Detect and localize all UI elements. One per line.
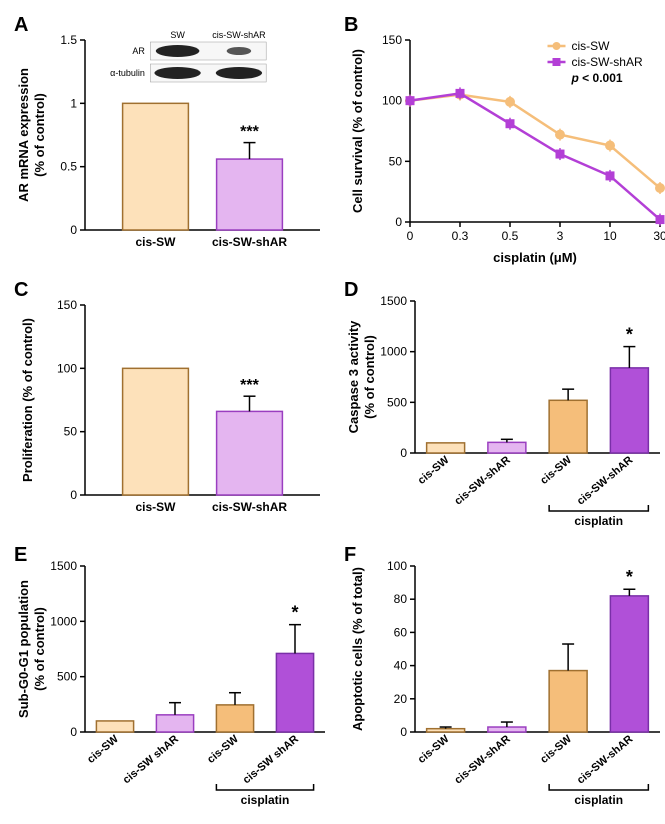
svg-text:cis-SW: cis-SW <box>85 733 121 766</box>
svg-text:1000: 1000 <box>380 345 407 359</box>
svg-text:cis-SW-shAR: cis-SW-shAR <box>452 733 512 786</box>
panel-f: F 0 20 40 60 80 100 Apoptotic cells (% of tota… <box>340 540 665 814</box>
svg-text:100: 100 <box>382 94 402 108</box>
svg-text:0: 0 <box>407 229 414 243</box>
svg-text:50: 50 <box>64 425 78 439</box>
svg-text:(% of control): (% of control) <box>32 607 47 691</box>
panel-b-label: B <box>344 14 358 37</box>
svg-text:Apoptotic cells (% of total): Apoptotic cells (% of total) <box>350 567 365 731</box>
svg-text:Caspase 3 activity: Caspase 3 activity <box>346 320 361 434</box>
svg-text:cis-SW shAR: cis-SW shAR <box>121 733 181 786</box>
panel-a: A 0 0.5 1 1.5 AR mRNA expression(% of contro… <box>10 10 340 270</box>
svg-text:cis-SW: cis-SW <box>538 454 574 487</box>
svg-text:cis-SW: cis-SW <box>538 733 574 766</box>
svg-text:1500: 1500 <box>380 294 407 308</box>
svg-text:0: 0 <box>395 215 402 229</box>
svg-text:0.5: 0.5 <box>502 229 519 243</box>
panel-c: C 0 50 100 150 Proliferation (% of control) c… <box>10 275 340 535</box>
panel-c-chart: 0 50 100 150 Proliferation (% of control) cis… <box>10 275 340 535</box>
svg-text:α-tubulin: α-tubulin <box>110 68 145 78</box>
svg-text:*: * <box>291 603 298 623</box>
panel-d-label: D <box>344 279 358 302</box>
svg-text:*: * <box>626 325 633 345</box>
svg-text:1500: 1500 <box>50 559 77 573</box>
svg-text:***: *** <box>240 377 259 394</box>
svg-text:cis-SW: cis-SW <box>135 235 176 249</box>
svg-text:cis-SW: cis-SW <box>205 733 241 766</box>
svg-text:0: 0 <box>400 446 407 460</box>
svg-text:AR: AR <box>132 46 145 56</box>
svg-text:40: 40 <box>394 659 408 673</box>
svg-text:60: 60 <box>394 625 408 639</box>
svg-text:0: 0 <box>70 725 77 739</box>
svg-text:3: 3 <box>557 229 564 243</box>
svg-text:cis-SW-shAR: cis-SW-shAR <box>212 235 287 249</box>
svg-text:Proliferation (% of control): Proliferation (% of control) <box>20 318 35 482</box>
panel-f-label: F <box>344 544 356 567</box>
panel-b: B 0 50 100 150 0 0.3 0.5 3 10 30 cisplatin (μM) Cel… <box>340 10 665 270</box>
svg-text:p < 0.001: p < 0.001 <box>571 71 623 85</box>
svg-text:0.5: 0.5 <box>60 160 77 174</box>
svg-text:cisplatin: cisplatin <box>574 793 623 807</box>
panel-e-chart: 0 500 1000 1500 Sub-G0-G1 population(% of co… <box>10 540 340 814</box>
svg-text:cis-SW shAR: cis-SW shAR <box>241 733 301 786</box>
svg-text:cis-SW-shAR: cis-SW-shAR <box>212 500 287 514</box>
svg-text:0: 0 <box>70 223 77 237</box>
panel-d: D 0 500 1000 1500 Caspase 3 activity(% of co… <box>340 275 665 535</box>
svg-text:500: 500 <box>387 395 407 409</box>
svg-text:cis-SW-shAR: cis-SW-shAR <box>452 454 512 507</box>
svg-text:cis-SW: cis-SW <box>572 39 611 53</box>
svg-text:150: 150 <box>382 33 402 47</box>
svg-text:cis-SW-shAR: cis-SW-shAR <box>575 454 635 507</box>
panel-a-chart: 0 0.5 1 1.5 AR mRNA expression(% of control)… <box>10 10 340 270</box>
svg-text:1000: 1000 <box>50 614 77 628</box>
svg-text:100: 100 <box>387 559 407 573</box>
svg-text:0.3: 0.3 <box>452 229 469 243</box>
svg-text:cis-SW: cis-SW <box>416 733 452 766</box>
svg-text:30: 30 <box>653 229 665 243</box>
svg-text:80: 80 <box>394 592 408 606</box>
figure-grid: A 00.511.5AR mRNA expression(% of contro… <box>10 10 655 814</box>
svg-text:*: * <box>626 567 633 587</box>
panel-c-label: C <box>14 279 28 302</box>
panel-e-label: E <box>14 544 27 567</box>
svg-text:10: 10 <box>603 229 617 243</box>
panel-d-chart: 0 500 1000 1500 Caspase 3 activity(% of cont… <box>340 275 665 535</box>
svg-text:0: 0 <box>400 725 407 739</box>
panel-e: E 0 500 1000 1500 Sub-G0-G1 population(% of … <box>10 540 340 814</box>
svg-text:(% of control): (% of control) <box>362 335 377 419</box>
svg-text:cis-SW-shAR: cis-SW-shAR <box>212 30 266 40</box>
svg-text:Cell survival (% of control): Cell survival (% of control) <box>350 49 365 213</box>
svg-text:cisplatin: cisplatin <box>241 793 290 807</box>
svg-text:1.5: 1.5 <box>60 33 77 47</box>
svg-text:cis-SW-shAR: cis-SW-shAR <box>575 733 635 786</box>
svg-text:cis-SW: cis-SW <box>416 454 452 487</box>
svg-text:AR mRNA expression: AR mRNA expression <box>16 68 31 202</box>
svg-text:500: 500 <box>57 670 77 684</box>
svg-text:cis-SW-shAR: cis-SW-shAR <box>572 55 643 69</box>
svg-text:cis-SW: cis-SW <box>135 500 176 514</box>
svg-text:20: 20 <box>394 692 408 706</box>
panel-b-chart: 0 50 100 150 0 0.3 0.5 3 10 30 cisplatin (μM) Cell … <box>340 10 665 270</box>
svg-text:100: 100 <box>57 361 77 375</box>
panel-f-chart: 0 20 40 60 80 100 Apoptotic cells (% of total)… <box>340 540 665 814</box>
panel-a-label: A <box>14 14 28 37</box>
svg-text:***: *** <box>240 124 259 141</box>
svg-text:SW: SW <box>170 30 185 40</box>
svg-text:1: 1 <box>70 96 77 110</box>
svg-text:Sub-G0-G1 population: Sub-G0-G1 population <box>16 580 31 718</box>
svg-text:150: 150 <box>57 298 77 312</box>
svg-text:cisplatin (μM): cisplatin (μM) <box>493 250 577 265</box>
svg-text:0: 0 <box>70 488 77 502</box>
svg-text:(% of control): (% of control) <box>32 93 47 177</box>
svg-text:cisplatin: cisplatin <box>574 514 623 528</box>
svg-text:50: 50 <box>389 154 403 168</box>
